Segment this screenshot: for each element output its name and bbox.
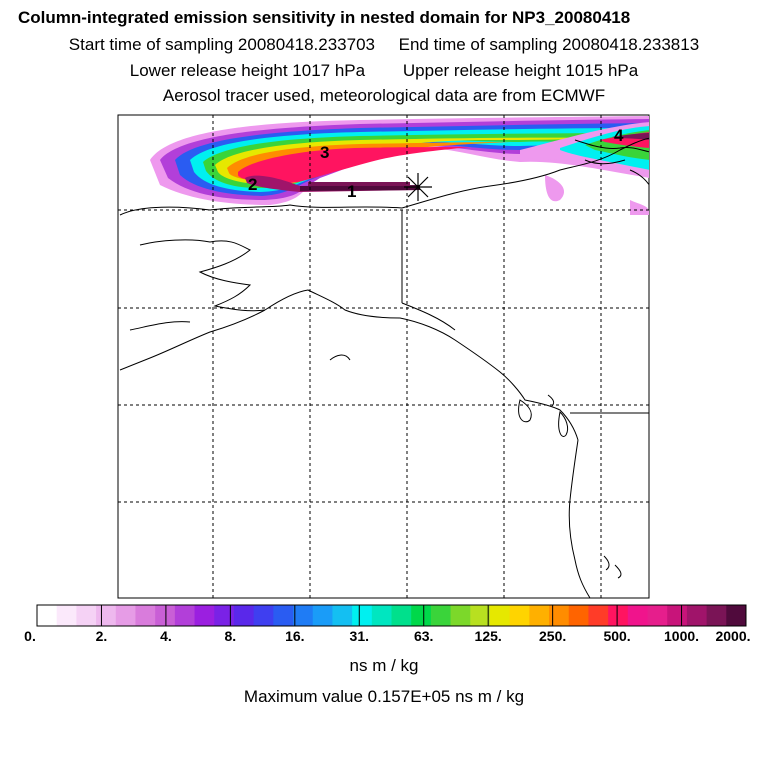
point-label-3: 3 — [320, 143, 329, 162]
colorbar-segment — [430, 605, 452, 626]
colorbar-tick-label: 63. — [413, 628, 434, 644]
colorbar-segment — [332, 605, 353, 626]
point-label-1: 1 — [347, 182, 356, 201]
colorbar-segment — [293, 605, 314, 626]
colorbar-tick-label: 500. — [603, 628, 631, 644]
colorbar-segment — [115, 605, 136, 626]
colorbar-segment — [312, 605, 333, 626]
colorbar-segment — [489, 605, 511, 626]
colorbar-segment — [76, 605, 97, 626]
colorbar-segment — [549, 605, 570, 626]
point-label-4: 4 — [614, 126, 624, 145]
colorbar — [36, 604, 747, 627]
graticule — [118, 115, 649, 598]
colorbar-segment — [37, 605, 58, 626]
colorbar-segment — [96, 605, 117, 626]
colorbar-tick-label: 2. — [95, 628, 108, 644]
colorbar-tick-label: 8. — [224, 628, 237, 644]
colorbar-segment — [627, 605, 649, 626]
colorbar-tick-label: 1000. — [664, 628, 700, 644]
tracer-info: Aerosol tracer used, meteorological data… — [162, 86, 606, 105]
colorbar-segment — [470, 605, 491, 626]
colorbar-segment — [273, 605, 294, 626]
coastlines — [119, 137, 649, 598]
colorbar-outline — [36, 604, 747, 627]
colorbar-tick-label: 16. — [285, 628, 305, 644]
chart-title: Column-integrated emission sensitivity i… — [18, 8, 631, 27]
colorbar-segment — [155, 605, 176, 626]
colorbar-segment — [726, 605, 747, 626]
colorbar-segment — [450, 605, 471, 626]
colorbar-segment — [352, 605, 373, 626]
colorbar-tick-label: 250. — [539, 628, 567, 644]
colorbar-segment — [135, 605, 156, 626]
release-star-icon — [404, 173, 432, 201]
colorbar-segment — [509, 605, 530, 626]
plume-sensitivity-field — [150, 116, 649, 215]
colorbar-segment — [568, 605, 589, 626]
colorbar-tick-label: 31. — [349, 628, 369, 644]
maximum-value: Maximum value 0.157E+05 ns m / kg — [243, 687, 525, 706]
release-heights: Lower release height 1017 hPa Upper rele… — [129, 61, 639, 80]
colorbar-segment — [174, 605, 196, 626]
colorbar-tick-label: 2000. — [715, 628, 751, 644]
colorbar-segment — [686, 605, 708, 626]
colorbar-units: ns m / kg — [349, 656, 419, 675]
colorbar-segment — [411, 605, 432, 626]
colorbar-segment — [391, 605, 412, 626]
colorbar-segment — [253, 605, 274, 626]
colorbar-tick-label: 0. — [24, 628, 36, 644]
colorbar-segment — [647, 605, 668, 626]
borders — [401, 210, 649, 414]
colorbar-segment — [706, 605, 727, 626]
colorbar-segment — [371, 605, 392, 626]
colorbar-segment — [233, 605, 255, 626]
colorbar-segment — [56, 605, 77, 626]
colorbar-segment — [214, 605, 235, 626]
point-label-2: 2 — [248, 175, 257, 194]
colorbar-segment — [194, 605, 215, 626]
colorbar-segment — [608, 605, 629, 626]
colorbar-tick-label: 125. — [474, 628, 502, 644]
colorbar-segment — [529, 605, 550, 626]
colorbar-segment — [588, 605, 609, 626]
sampling-times: Start time of sampling 20080418.233703 E… — [68, 35, 700, 54]
colorbar-segment — [667, 605, 688, 626]
colorbar-tick-label: 4. — [160, 628, 172, 644]
